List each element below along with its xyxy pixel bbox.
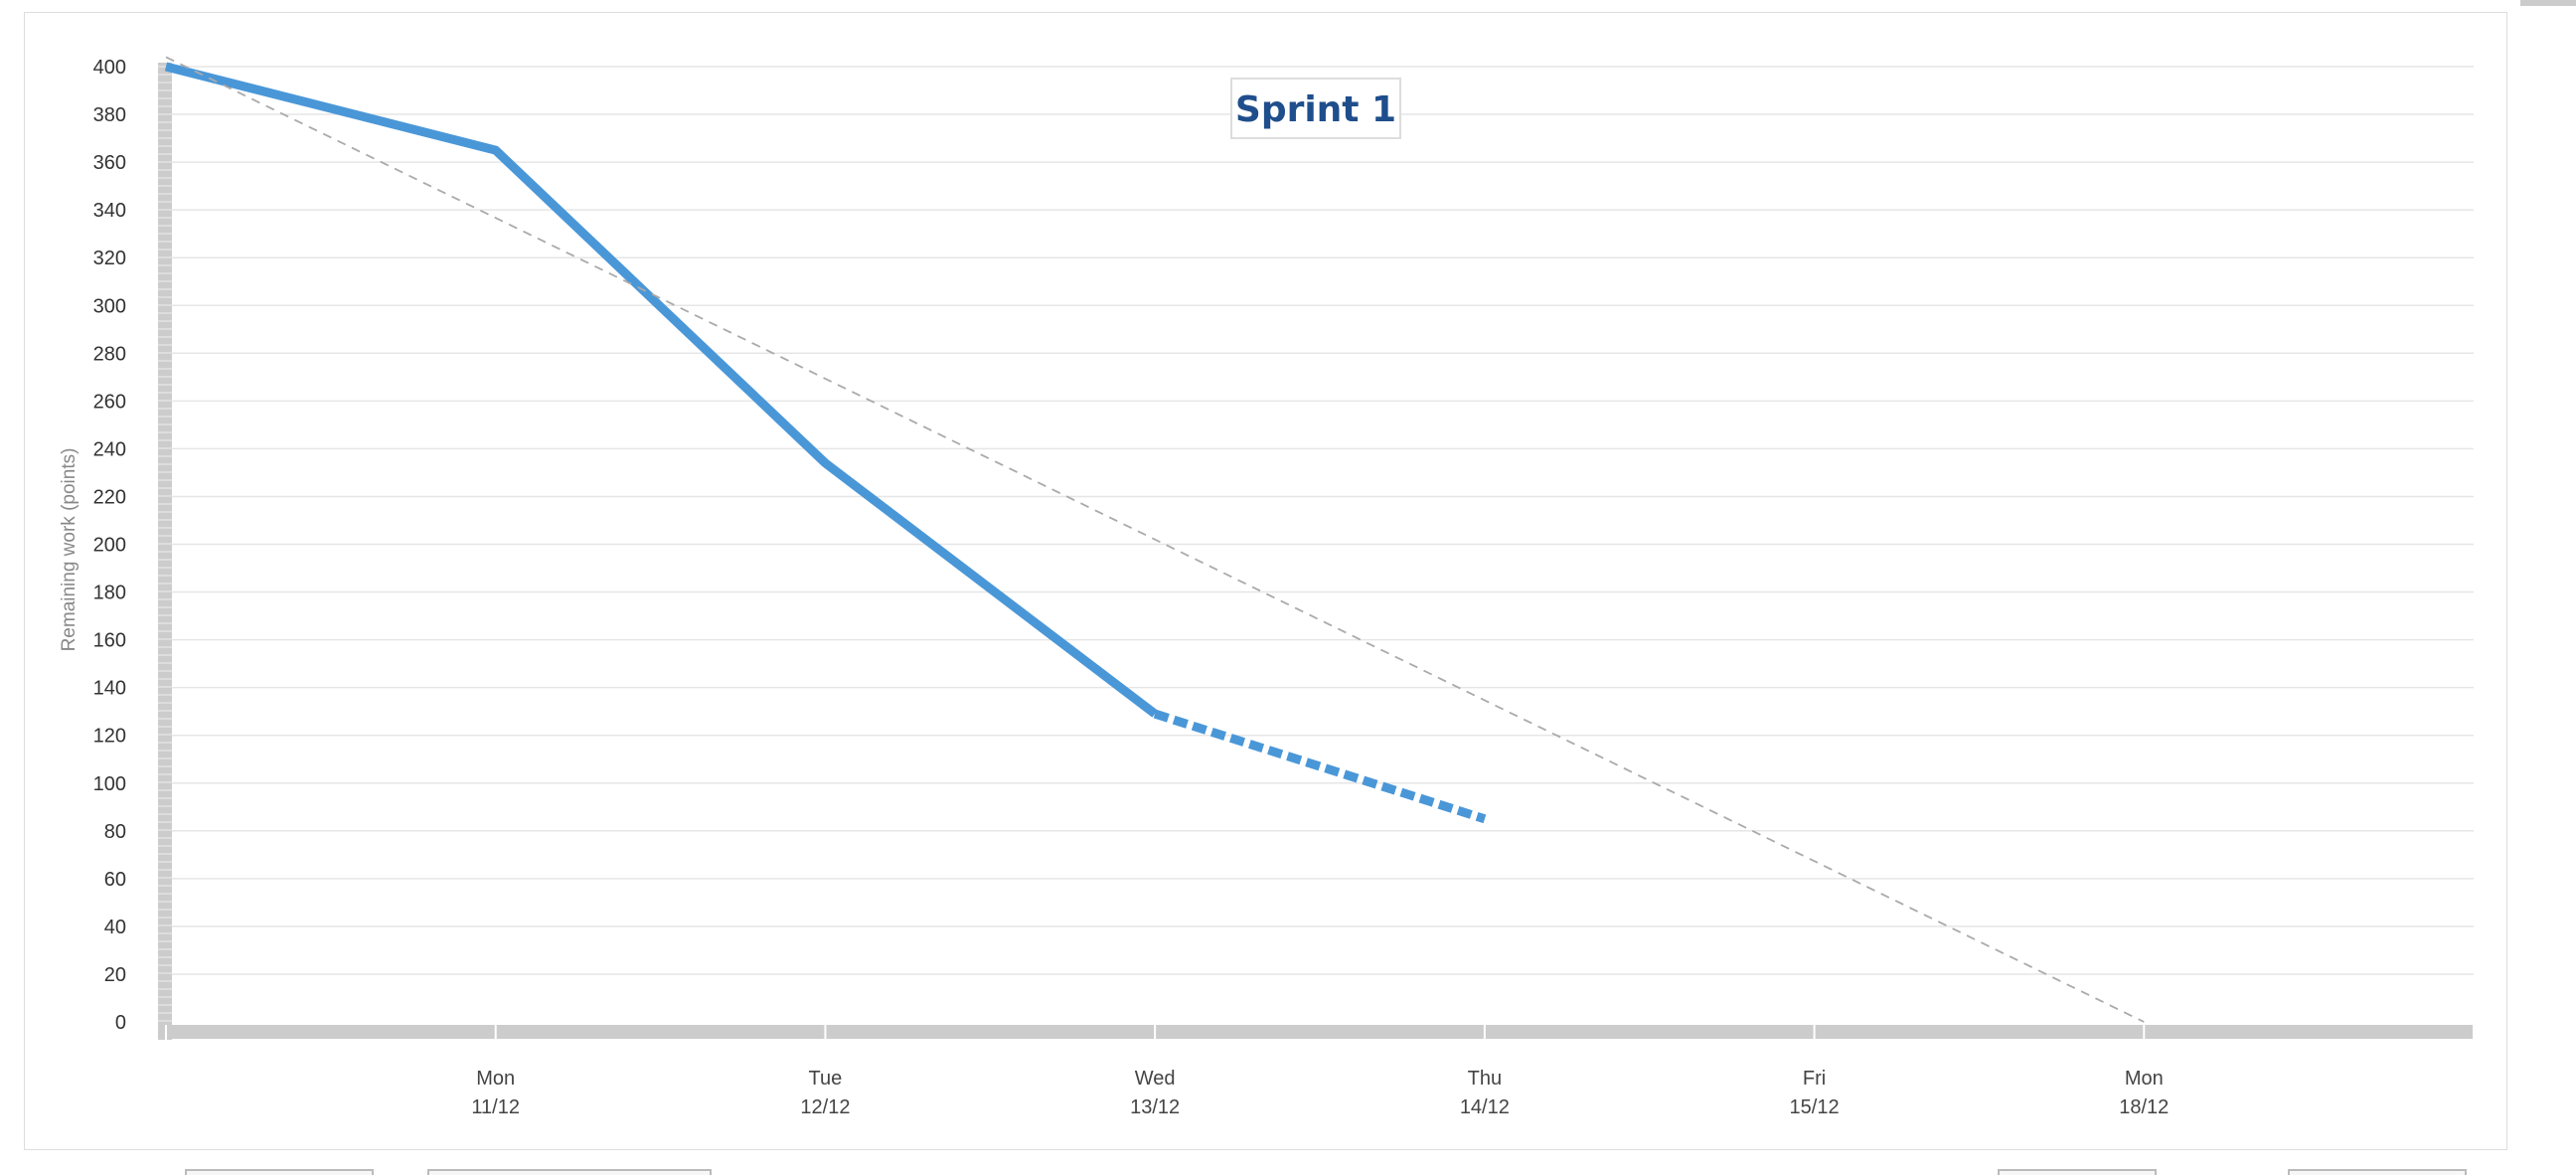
y-tick-label: 200 (93, 535, 126, 557)
series-lines (164, 56, 2145, 1023)
burndown-chart-panel: 0 20 40 60 80 100 120 140 160 180 200 220 240 260 280 3… (24, 12, 2507, 1150)
footer-stub-right-a (1998, 1169, 2157, 1175)
y-tick-label: 140 (93, 678, 126, 700)
y-tick-label: 240 (93, 438, 126, 460)
x-tick-day: Mon (2125, 1068, 2164, 1090)
footer-stub-left (185, 1169, 374, 1175)
x-tick-day: Tue (809, 1068, 843, 1090)
x-tick-day: Mon (476, 1068, 515, 1090)
x-tick-day: Fri (1803, 1068, 1826, 1090)
y-tick-label: 80 (104, 821, 126, 843)
x-tick-date: 13/12 (1130, 1096, 1180, 1118)
burndown-chart: 0 20 40 60 80 100 120 140 160 180 200 220 240 260 280 3… (59, 56, 2475, 1118)
chart-title-box: Sprint 1 (1230, 78, 1401, 139)
y-tick-label: 320 (93, 248, 126, 269)
chart-title: Sprint 1 (1235, 89, 1396, 130)
chart-title-frame (1230, 78, 1401, 139)
x-axis-ticks: Mon 11/12 Tue 12/12 Wed 13/12 Thu 14/12 Fri 15/12… (165, 1025, 2475, 1118)
remaining-work-line (164, 62, 1158, 718)
y-tick-label: 180 (93, 583, 126, 604)
y-tick-label: 360 (93, 152, 126, 174)
y-tick-label: 400 (93, 57, 126, 79)
y-tick-label: 40 (104, 917, 126, 938)
footer-stub-center (427, 1169, 712, 1175)
y-tick-label: 160 (93, 630, 126, 652)
y-tick-label: 260 (93, 391, 126, 413)
axes (158, 63, 2474, 1040)
y-tick-label: 280 (93, 343, 126, 365)
y-tick-label: 20 (104, 964, 126, 986)
ideal-guideline (165, 56, 2145, 1023)
x-tick-date: 15/12 (1790, 1096, 1840, 1118)
corner-element (2520, 0, 2576, 6)
y-tick-label: 220 (93, 486, 126, 508)
y-tick-label: 340 (93, 200, 126, 222)
y-tick-label: 100 (93, 773, 126, 795)
y-tick-label: 120 (93, 726, 126, 748)
y-tick-label: 0 (115, 1012, 126, 1034)
x-tick-date: 18/12 (2119, 1096, 2169, 1118)
grid-lines (166, 66, 2474, 975)
remaining-work-projection-line (1153, 709, 1487, 824)
x-tick-date: 14/12 (1460, 1096, 1510, 1118)
footer-stub-right-b (2288, 1169, 2467, 1175)
x-tick-date: 11/12 (471, 1096, 520, 1118)
y-tick-label: 60 (104, 869, 126, 891)
y-tick-label: 300 (93, 295, 126, 317)
x-tick-date: 12/12 (800, 1096, 850, 1118)
y-tick-label: 380 (93, 104, 126, 126)
x-tick-day: Wed (1135, 1068, 1176, 1090)
y-axis-title: Remaining work (points) (59, 448, 80, 652)
y-axis-ticks: 0 20 40 60 80 100 120 140 160 180 200 220 240 260 280 3… (93, 57, 126, 1034)
x-tick-day: Thu (1468, 1068, 1502, 1090)
x-axis-line (158, 1025, 2474, 1039)
